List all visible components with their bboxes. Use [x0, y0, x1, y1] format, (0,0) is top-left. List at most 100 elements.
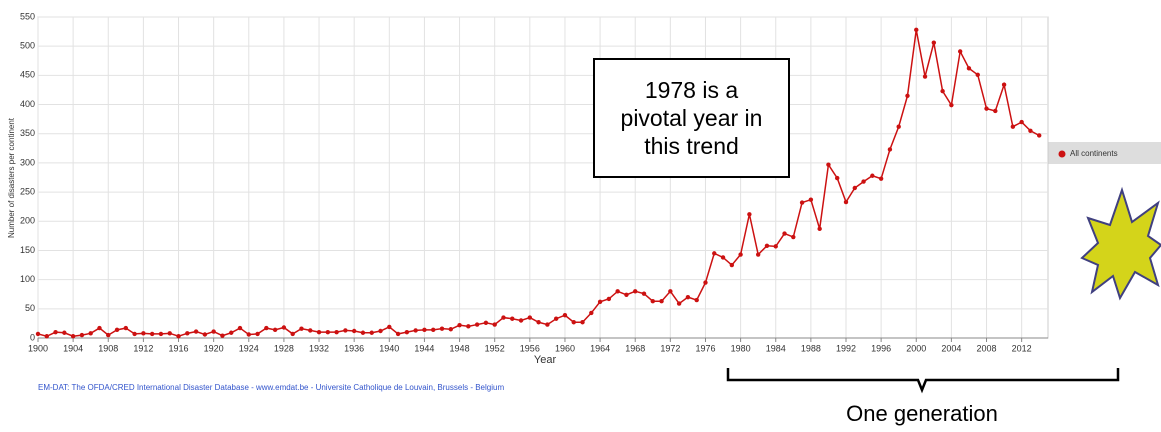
data-point: [914, 28, 918, 32]
y-tick-label: 400: [20, 99, 35, 109]
data-point: [940, 89, 944, 93]
data-point: [440, 326, 444, 330]
x-tick-label: 1912: [133, 343, 153, 353]
legend-marker: [1059, 151, 1066, 158]
data-point: [668, 289, 672, 293]
data-point: [431, 328, 435, 332]
x-tick-label: 1984: [766, 343, 786, 353]
legend-label: All continents: [1070, 149, 1118, 158]
data-point: [159, 332, 163, 336]
y-tick-label: 250: [20, 186, 35, 196]
x-tick-label: 1988: [801, 343, 821, 353]
page: Number of disasters per continent Year E…: [0, 0, 1161, 432]
star: [1082, 190, 1161, 298]
x-tick-label: 1936: [344, 343, 364, 353]
data-point: [238, 326, 242, 330]
data-point: [756, 252, 760, 256]
data-point: [141, 331, 145, 335]
x-tick-label: 1932: [309, 343, 329, 353]
data-point: [343, 328, 347, 332]
data-point: [53, 330, 57, 334]
x-tick-label: 1920: [204, 343, 224, 353]
data-point: [422, 328, 426, 332]
data-point: [45, 334, 49, 338]
data-point: [449, 327, 453, 331]
data-point: [896, 125, 900, 129]
data-point: [326, 330, 330, 334]
data-point: [457, 323, 461, 327]
data-point: [106, 333, 110, 337]
data-point: [572, 320, 576, 324]
y-tick-label: 100: [20, 274, 35, 284]
data-point: [817, 227, 821, 231]
data-point: [993, 109, 997, 113]
data-point: [563, 313, 567, 317]
y-tick-label: 550: [20, 11, 35, 21]
data-point: [308, 328, 312, 332]
x-tick-label: 1992: [836, 343, 856, 353]
data-point: [949, 103, 953, 107]
data-point: [958, 49, 962, 53]
data-point: [1002, 83, 1006, 87]
data-point: [88, 331, 92, 335]
data-point: [255, 332, 259, 336]
data-point: [501, 315, 505, 319]
data-point: [633, 289, 637, 293]
x-tick-label: 2012: [1012, 343, 1032, 353]
data-point: [36, 332, 40, 336]
data-point: [247, 332, 251, 336]
data-point: [651, 299, 655, 303]
data-point: [370, 331, 374, 335]
data-point: [835, 176, 839, 180]
data-point: [97, 326, 101, 330]
data-point: [168, 331, 172, 335]
data-point: [484, 321, 488, 325]
data-point: [923, 74, 927, 78]
data-point: [607, 297, 611, 301]
data-point: [694, 298, 698, 302]
data-point: [844, 200, 848, 204]
plot-area: [38, 17, 1048, 338]
x-tick-label: 2000: [906, 343, 926, 353]
data-point: [352, 329, 356, 333]
data-point: [492, 322, 496, 326]
data-point: [510, 317, 514, 321]
data-point: [703, 280, 707, 284]
chart: Number of disasters per continent Year E…: [0, 0, 1161, 432]
data-point: [791, 235, 795, 239]
data-point: [194, 329, 198, 333]
x-tick-label: 1972: [660, 343, 680, 353]
x-tick-label: 1900: [28, 343, 48, 353]
data-point: [888, 147, 892, 151]
callout: 1978 is a pivotal year in this trend: [593, 58, 790, 178]
data-point: [124, 326, 128, 330]
data-point: [361, 331, 365, 335]
data-point: [554, 317, 558, 321]
data-point: [747, 212, 751, 216]
data-point: [528, 315, 532, 319]
data-point: [782, 231, 786, 235]
data-point: [1037, 133, 1041, 137]
x-tick-label: 1940: [379, 343, 399, 353]
data-point: [211, 329, 215, 333]
data-point: [299, 326, 303, 330]
data-point: [580, 320, 584, 324]
x-tick-label: 1968: [625, 343, 645, 353]
x-tick-label: 1964: [590, 343, 610, 353]
data-point: [378, 329, 382, 333]
data-point: [677, 301, 681, 305]
data-point: [870, 174, 874, 178]
data-point: [624, 293, 628, 297]
data-point: [545, 322, 549, 326]
x-tick-label: 1952: [485, 343, 505, 353]
data-point: [879, 176, 883, 180]
x-tick-label: 2008: [977, 343, 997, 353]
x-tick-label: 1976: [695, 343, 715, 353]
data-point: [712, 251, 716, 255]
x-tick-label: 1996: [871, 343, 891, 353]
data-point: [721, 255, 725, 259]
data-point: [396, 332, 400, 336]
data-point: [984, 106, 988, 110]
data-point: [853, 186, 857, 190]
y-tick-label: 300: [20, 157, 35, 167]
